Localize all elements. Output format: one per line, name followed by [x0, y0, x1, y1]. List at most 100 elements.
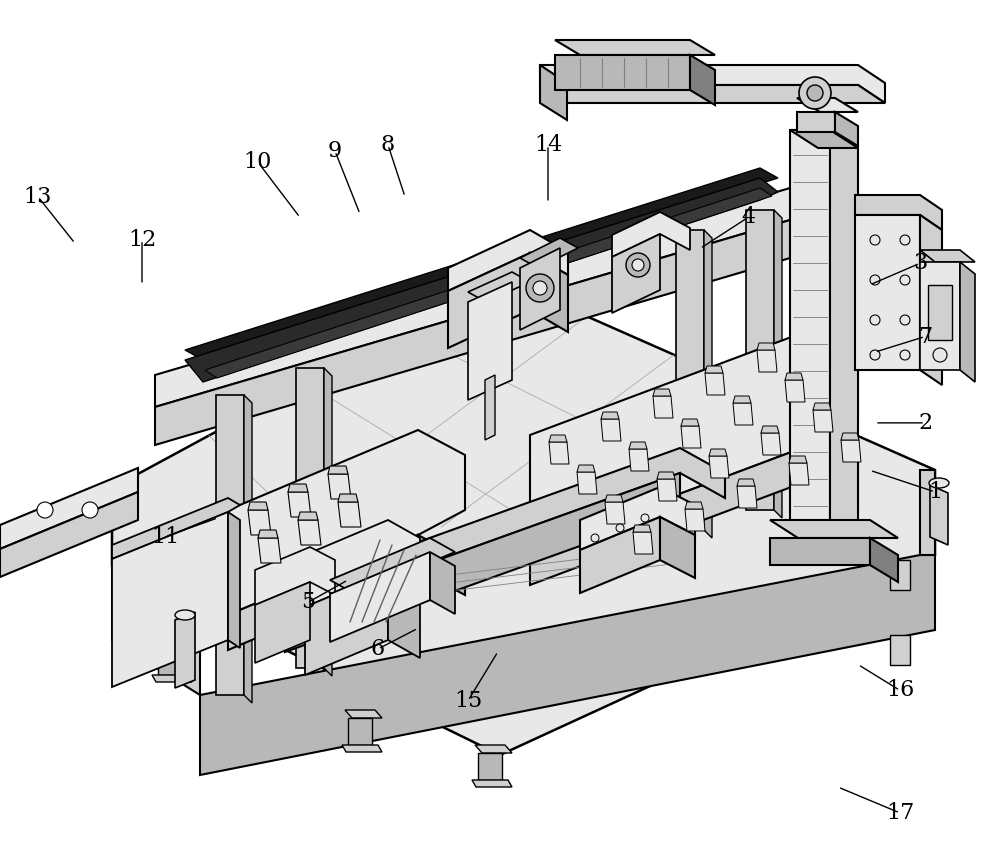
Polygon shape — [930, 485, 948, 545]
Polygon shape — [770, 538, 870, 565]
Polygon shape — [324, 368, 332, 676]
Text: 1: 1 — [928, 481, 942, 503]
Polygon shape — [468, 272, 530, 302]
Polygon shape — [0, 492, 138, 577]
Polygon shape — [216, 395, 244, 695]
Circle shape — [616, 524, 624, 532]
Circle shape — [37, 502, 53, 518]
Polygon shape — [709, 449, 727, 456]
Polygon shape — [855, 195, 942, 230]
Polygon shape — [228, 512, 240, 648]
Polygon shape — [612, 212, 690, 257]
Text: 12: 12 — [128, 229, 156, 251]
Circle shape — [900, 350, 910, 360]
Polygon shape — [890, 560, 910, 590]
Polygon shape — [112, 512, 228, 687]
Polygon shape — [430, 552, 455, 614]
Polygon shape — [285, 448, 725, 615]
Polygon shape — [737, 486, 757, 508]
Polygon shape — [785, 373, 803, 380]
Polygon shape — [660, 517, 695, 578]
Polygon shape — [657, 479, 677, 501]
Circle shape — [799, 77, 831, 109]
Text: 7: 7 — [918, 325, 932, 348]
Text: 5: 5 — [301, 591, 315, 614]
Text: 9: 9 — [328, 140, 342, 162]
Polygon shape — [653, 396, 673, 418]
Polygon shape — [330, 538, 455, 594]
Ellipse shape — [929, 478, 949, 488]
Circle shape — [626, 253, 650, 277]
Polygon shape — [0, 468, 138, 549]
Circle shape — [591, 534, 599, 542]
Text: 4: 4 — [741, 206, 755, 229]
Polygon shape — [555, 40, 715, 55]
Polygon shape — [797, 98, 858, 112]
Ellipse shape — [175, 610, 195, 620]
Polygon shape — [158, 648, 182, 675]
Circle shape — [870, 350, 880, 360]
Polygon shape — [258, 530, 278, 538]
Polygon shape — [485, 375, 495, 440]
Polygon shape — [761, 426, 779, 433]
Polygon shape — [342, 745, 382, 752]
Polygon shape — [705, 366, 723, 373]
Polygon shape — [175, 612, 195, 688]
Text: 11: 11 — [151, 526, 179, 548]
Polygon shape — [388, 572, 420, 658]
Polygon shape — [920, 262, 960, 370]
Polygon shape — [248, 502, 268, 510]
Polygon shape — [813, 403, 831, 410]
Text: 14: 14 — [534, 134, 562, 156]
Polygon shape — [244, 395, 252, 703]
Polygon shape — [258, 538, 281, 563]
Polygon shape — [530, 253, 568, 332]
Polygon shape — [112, 565, 200, 695]
Polygon shape — [605, 502, 625, 524]
Polygon shape — [298, 520, 321, 545]
Polygon shape — [448, 253, 530, 348]
Polygon shape — [580, 487, 695, 550]
Text: 15: 15 — [454, 690, 482, 712]
Polygon shape — [890, 635, 910, 665]
Polygon shape — [328, 474, 351, 499]
Polygon shape — [255, 582, 310, 663]
Polygon shape — [530, 330, 858, 550]
Polygon shape — [629, 449, 649, 471]
Polygon shape — [530, 445, 810, 585]
Polygon shape — [577, 472, 597, 494]
Polygon shape — [920, 250, 975, 262]
Polygon shape — [155, 640, 192, 648]
Polygon shape — [338, 494, 358, 502]
Polygon shape — [601, 419, 621, 441]
Circle shape — [900, 235, 910, 245]
Polygon shape — [255, 547, 335, 605]
Polygon shape — [328, 466, 348, 474]
Polygon shape — [288, 484, 308, 492]
Polygon shape — [629, 442, 647, 449]
Polygon shape — [305, 520, 420, 607]
Polygon shape — [761, 433, 781, 455]
Polygon shape — [205, 188, 772, 378]
Polygon shape — [841, 440, 861, 462]
Polygon shape — [330, 552, 430, 642]
Polygon shape — [657, 472, 675, 479]
Polygon shape — [704, 230, 712, 538]
Polygon shape — [612, 234, 660, 313]
Polygon shape — [549, 442, 569, 464]
Polygon shape — [790, 130, 830, 530]
Circle shape — [533, 281, 547, 295]
Polygon shape — [540, 85, 885, 103]
Polygon shape — [185, 178, 778, 382]
Polygon shape — [790, 130, 858, 148]
Polygon shape — [200, 555, 935, 775]
Polygon shape — [472, 780, 512, 787]
Polygon shape — [633, 525, 651, 532]
Polygon shape — [285, 473, 680, 652]
Text: 3: 3 — [913, 252, 927, 274]
Polygon shape — [653, 389, 671, 396]
Polygon shape — [676, 230, 704, 530]
Polygon shape — [228, 430, 465, 615]
Polygon shape — [155, 220, 790, 445]
Polygon shape — [520, 238, 578, 268]
